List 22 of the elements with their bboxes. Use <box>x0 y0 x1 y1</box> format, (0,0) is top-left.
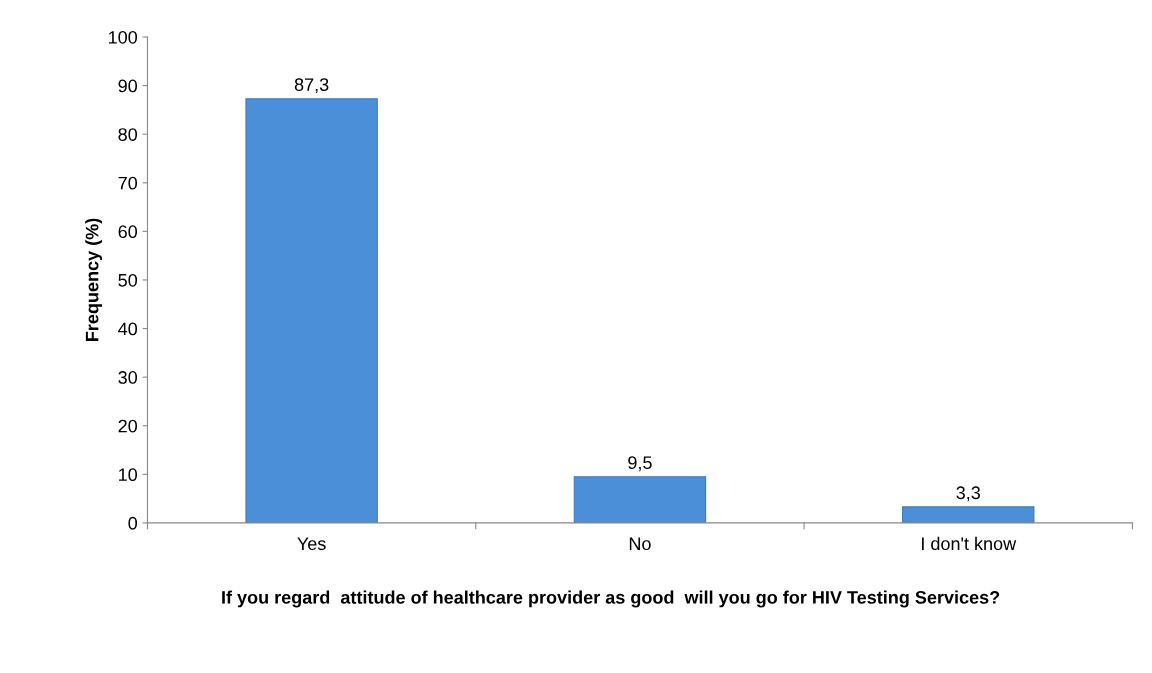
y-tick-label: 70 <box>118 176 138 190</box>
bar <box>902 506 1035 523</box>
y-tick-label: 60 <box>118 225 138 239</box>
x-tick-label: I don't know <box>922 536 1017 551</box>
y-tick-label: 40 <box>118 322 138 336</box>
data-label: 9,5 <box>628 456 652 472</box>
y-tick-label: 20 <box>118 419 138 433</box>
bar <box>245 98 378 523</box>
x-axis-title: If you regard attitude of healthcare provider as good will you go for HIV Testing Services? <box>222 590 1000 608</box>
y-tick-label: 90 <box>118 79 138 93</box>
y-tick-label: 30 <box>118 371 138 384</box>
x-tick-label: Yes <box>297 537 326 551</box>
bar <box>573 476 707 523</box>
y-tick-label: 100 <box>108 30 138 44</box>
data-label: 3,3 <box>956 486 981 502</box>
data-label: 87,3 <box>294 78 329 94</box>
x-tick-label: No <box>629 537 651 551</box>
y-tick-label: 50 <box>118 273 138 287</box>
y-tick-label: 10 <box>119 468 138 482</box>
y-tick-label: 80 <box>118 128 138 141</box>
y-axis-title: Frequency (%) <box>85 218 103 341</box>
y-tick-label: 0 <box>128 516 138 530</box>
